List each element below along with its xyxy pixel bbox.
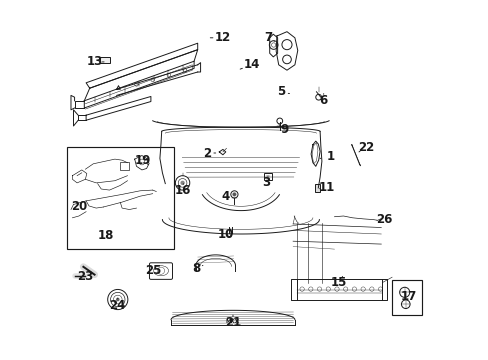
- Text: 25: 25: [145, 264, 162, 277]
- Text: 24: 24: [109, 299, 126, 312]
- Text: 15: 15: [330, 276, 346, 289]
- Text: 23: 23: [77, 270, 93, 283]
- FancyBboxPatch shape: [67, 147, 173, 249]
- Text: 11: 11: [318, 181, 334, 194]
- Circle shape: [180, 181, 184, 185]
- Text: 3: 3: [262, 176, 269, 189]
- Text: 4: 4: [221, 190, 229, 203]
- Text: 13: 13: [87, 55, 103, 68]
- Text: 2: 2: [202, 147, 210, 159]
- Text: 21: 21: [224, 316, 241, 329]
- Text: 10: 10: [217, 228, 233, 240]
- Text: 17: 17: [400, 291, 416, 303]
- FancyBboxPatch shape: [149, 263, 172, 279]
- Text: 14: 14: [243, 58, 259, 71]
- Bar: [264, 173, 272, 180]
- Text: MKX: MKX: [225, 319, 240, 324]
- Text: 8: 8: [192, 262, 200, 275]
- Text: 19: 19: [135, 154, 151, 167]
- Text: 6: 6: [319, 94, 327, 107]
- Text: 12: 12: [214, 31, 230, 44]
- Bar: [100, 57, 110, 63]
- Text: 5: 5: [277, 85, 285, 98]
- Circle shape: [116, 298, 120, 301]
- Bar: [314, 184, 320, 192]
- Text: 26: 26: [375, 213, 391, 226]
- Bar: [296, 279, 382, 300]
- Text: 18: 18: [98, 229, 114, 242]
- Text: 9: 9: [280, 123, 287, 136]
- FancyBboxPatch shape: [391, 280, 421, 315]
- Text: 16: 16: [175, 184, 191, 197]
- Text: 20: 20: [71, 201, 87, 213]
- Text: 22: 22: [357, 141, 373, 154]
- Bar: [120, 162, 129, 170]
- Circle shape: [232, 193, 236, 196]
- Text: 7: 7: [264, 31, 271, 44]
- Text: 1: 1: [326, 150, 334, 163]
